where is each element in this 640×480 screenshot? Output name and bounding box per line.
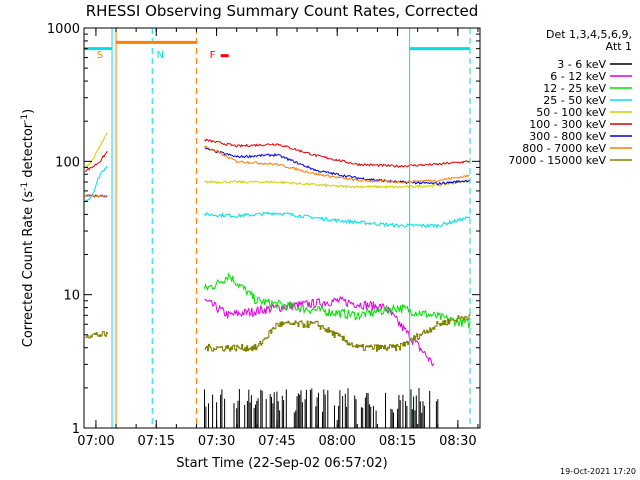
- series-line-7000-15000-keV-w2: [204, 312, 471, 352]
- series-line-100-300-keV-w2: [204, 138, 471, 168]
- y-axis-label-mid: detector: [21, 122, 36, 182]
- annotation-f: F: [210, 50, 216, 61]
- series-line-50-100-keV-w1: [84, 132, 108, 168]
- series-layer: [84, 132, 471, 428]
- footer-timestamp: 19-Oct-2021 17:20: [560, 467, 636, 476]
- x-tick-label: 07:30: [198, 434, 235, 449]
- x-axis-label: Start Time (22-Sep-02 06:57:02): [176, 456, 387, 471]
- legend-entry-label: 12 - 25 keV: [543, 82, 606, 95]
- annotation-n: N: [157, 50, 164, 61]
- y-axis-label: Corrected Count Rate (s-1 detector-1): [20, 109, 36, 347]
- legend-entry-label: 100 - 300 keV: [529, 118, 606, 131]
- legend-entry-label: 300 - 800 keV: [529, 130, 606, 143]
- y-axis-label-main: Corrected Count Rate (s: [21, 191, 36, 348]
- y-axis-label-sup1: -1: [20, 182, 30, 191]
- x-tick-label: 08:30: [439, 434, 476, 449]
- series-line-100-300-keV-w1: [84, 151, 108, 173]
- series-line-800-7000-keV-w1: [84, 194, 108, 198]
- chart-title: RHESSI Observing Summary Count Rates, Co…: [86, 2, 479, 20]
- series-line-7000-15000-keV-w1: [85, 331, 108, 339]
- annotation-s: S: [97, 50, 103, 61]
- y-axis-label-end: ): [21, 109, 36, 114]
- legend-entry-label: 7000 - 15000 keV: [508, 154, 606, 167]
- y-tick-label: 10: [63, 289, 80, 304]
- y-tick-label: 1: [72, 422, 80, 437]
- y-tick-label: 100: [55, 155, 80, 170]
- x-tick-label: 07:00: [77, 434, 114, 449]
- x-tick-label: 08:15: [379, 434, 416, 449]
- x-tick-label: 07:15: [138, 434, 175, 449]
- legend-entry-label: 6 - 12 keV: [550, 70, 606, 83]
- legend-header-line2: Att 1: [606, 40, 632, 53]
- legend-entry-label: 25 - 50 keV: [543, 94, 606, 107]
- series-line-25-50-keV-w1: [84, 165, 108, 203]
- series-line-300-800-keV-w2: [204, 147, 471, 186]
- x-tick-label: 08:00: [318, 434, 355, 449]
- marker-lines-layer: [111, 28, 471, 428]
- series-line-12-25-keV-w2: [204, 272, 471, 329]
- y-axis-label-sup2: -1: [20, 114, 30, 123]
- series-line-25-50-keV-w2: [204, 211, 471, 229]
- observing-segments-layer: [84, 40, 470, 58]
- series-line-6-12-keV-w2: [204, 295, 435, 367]
- legend-entry-label: 800 - 7000 keV: [522, 142, 606, 155]
- series-line-3-6-keV-w2: [204, 388, 439, 428]
- y-tick-label: 1000: [47, 22, 80, 37]
- plot-frame: [83, 27, 481, 429]
- legend-entry-label: 3 - 6 keV: [557, 58, 606, 71]
- series-line-800-7000-keV-w2: [204, 145, 471, 184]
- axes-layer: 07:00 07:15 07:30 07:45 08:00 08:15 08:30 1 10 10…: [47, 22, 480, 449]
- series-line-50-100-keV-w2: [204, 178, 471, 189]
- legend-header-line1: Det 1,3,4,5,6,9,: [546, 28, 632, 41]
- x-tick-label: 07:45: [258, 434, 295, 449]
- legend-entry-label: 50 - 100 keV: [536, 106, 606, 119]
